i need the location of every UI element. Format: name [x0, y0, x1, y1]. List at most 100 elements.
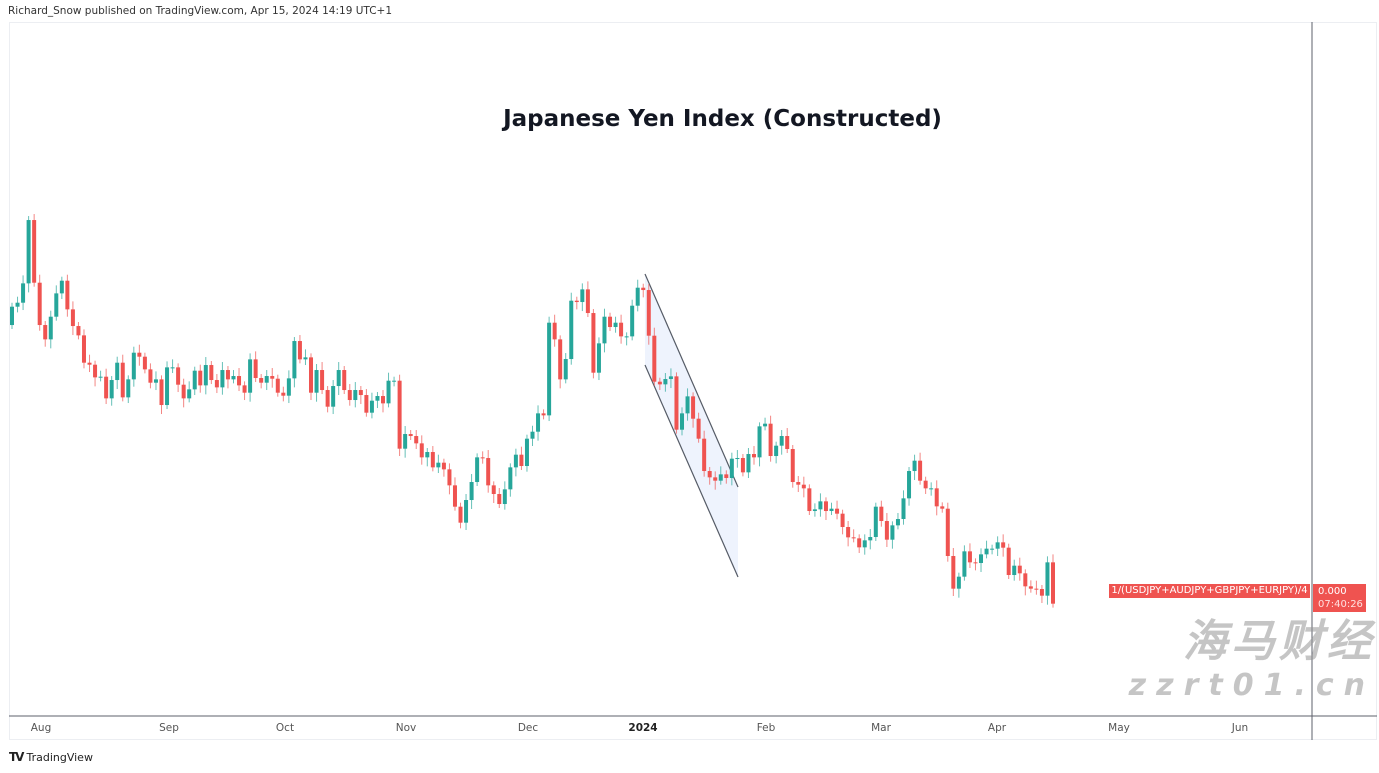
candle-body	[475, 457, 480, 483]
tradingview-brand[interactable]: TV TradingView	[9, 750, 93, 764]
candle	[691, 392, 696, 428]
candle-body	[76, 326, 81, 336]
candle	[552, 314, 557, 347]
candle-body	[768, 423, 773, 457]
candle	[452, 477, 457, 511]
candle-body	[851, 537, 856, 539]
candle-body	[231, 376, 236, 380]
candle-body	[547, 322, 552, 416]
candle-body	[663, 379, 668, 385]
candle-body	[918, 460, 923, 481]
candle	[358, 386, 363, 405]
candle	[10, 302, 14, 330]
candle	[54, 285, 59, 321]
candle-body	[32, 220, 37, 283]
candle-body	[569, 300, 574, 360]
candle-body	[835, 508, 840, 514]
candle-body	[436, 462, 441, 468]
candle	[392, 376, 397, 387]
candle-body	[225, 370, 230, 380]
candle	[513, 448, 518, 477]
candle	[857, 534, 862, 554]
candle	[801, 476, 806, 498]
candle-body	[297, 341, 302, 360]
candle-body	[1028, 586, 1033, 589]
candle-body	[98, 376, 103, 378]
candle-body	[707, 471, 712, 478]
candle	[763, 417, 768, 431]
candle-body	[220, 370, 225, 388]
candle	[1034, 580, 1039, 595]
candle	[630, 299, 635, 341]
candle	[303, 349, 308, 366]
candle-body	[912, 460, 917, 472]
candle-body	[397, 380, 402, 449]
candle	[309, 353, 314, 401]
x-tick-label: May	[1108, 722, 1130, 734]
candle	[779, 430, 784, 455]
candle-body	[237, 376, 242, 386]
candle	[32, 214, 37, 287]
candle	[774, 441, 779, 464]
candle	[1017, 557, 1022, 581]
candle	[951, 548, 956, 597]
candle	[502, 481, 507, 510]
candle-body	[630, 305, 635, 337]
candle	[973, 558, 978, 571]
candle	[818, 493, 823, 517]
candle	[718, 466, 723, 485]
candle-body	[934, 488, 939, 507]
candle-body	[192, 370, 197, 390]
candle	[574, 296, 579, 310]
candle-body	[181, 384, 186, 399]
candle	[320, 362, 325, 395]
candle	[115, 356, 120, 390]
candle-body	[751, 454, 756, 458]
candle-body	[967, 551, 972, 563]
candle	[37, 274, 42, 331]
candle	[408, 430, 413, 441]
candle	[530, 425, 535, 447]
candle-body	[558, 339, 563, 380]
candle-body	[984, 548, 989, 555]
candle	[347, 384, 352, 406]
candle	[486, 450, 491, 493]
candle-body	[87, 362, 92, 365]
candle	[109, 376, 114, 406]
candle-body	[519, 454, 524, 467]
candle-body	[724, 474, 729, 479]
watermark: 海马财经 zzrt01.cn	[1129, 616, 1375, 704]
candle	[680, 407, 685, 436]
candle	[851, 529, 856, 543]
candle-body	[796, 482, 801, 485]
candle	[48, 310, 53, 349]
falling-channel-drawing[interactable]	[644, 273, 739, 578]
candle-body	[973, 562, 978, 564]
candle-body	[386, 380, 391, 404]
candle-body	[115, 362, 120, 381]
candle	[519, 446, 524, 471]
candle	[840, 509, 845, 535]
candle	[237, 368, 242, 392]
candle-body	[563, 359, 568, 380]
candle-body	[779, 436, 784, 446]
candle	[248, 353, 253, 402]
candle-body	[940, 506, 945, 509]
candle-body	[1001, 542, 1006, 548]
candle	[696, 412, 701, 443]
candle-body	[713, 477, 718, 481]
candle-body	[691, 396, 696, 419]
channel-lower-line[interactable]	[644, 364, 739, 578]
candle-body	[680, 413, 685, 430]
candle	[81, 329, 86, 369]
candle-body	[1051, 562, 1055, 604]
x-tick-label: Aug	[30, 722, 52, 734]
candle	[929, 482, 934, 496]
candle	[1001, 534, 1006, 557]
channel-upper-line[interactable]	[644, 273, 739, 488]
candle-body	[895, 519, 900, 526]
candle-body	[735, 458, 740, 460]
candle-body	[336, 370, 341, 387]
candle	[214, 374, 219, 394]
